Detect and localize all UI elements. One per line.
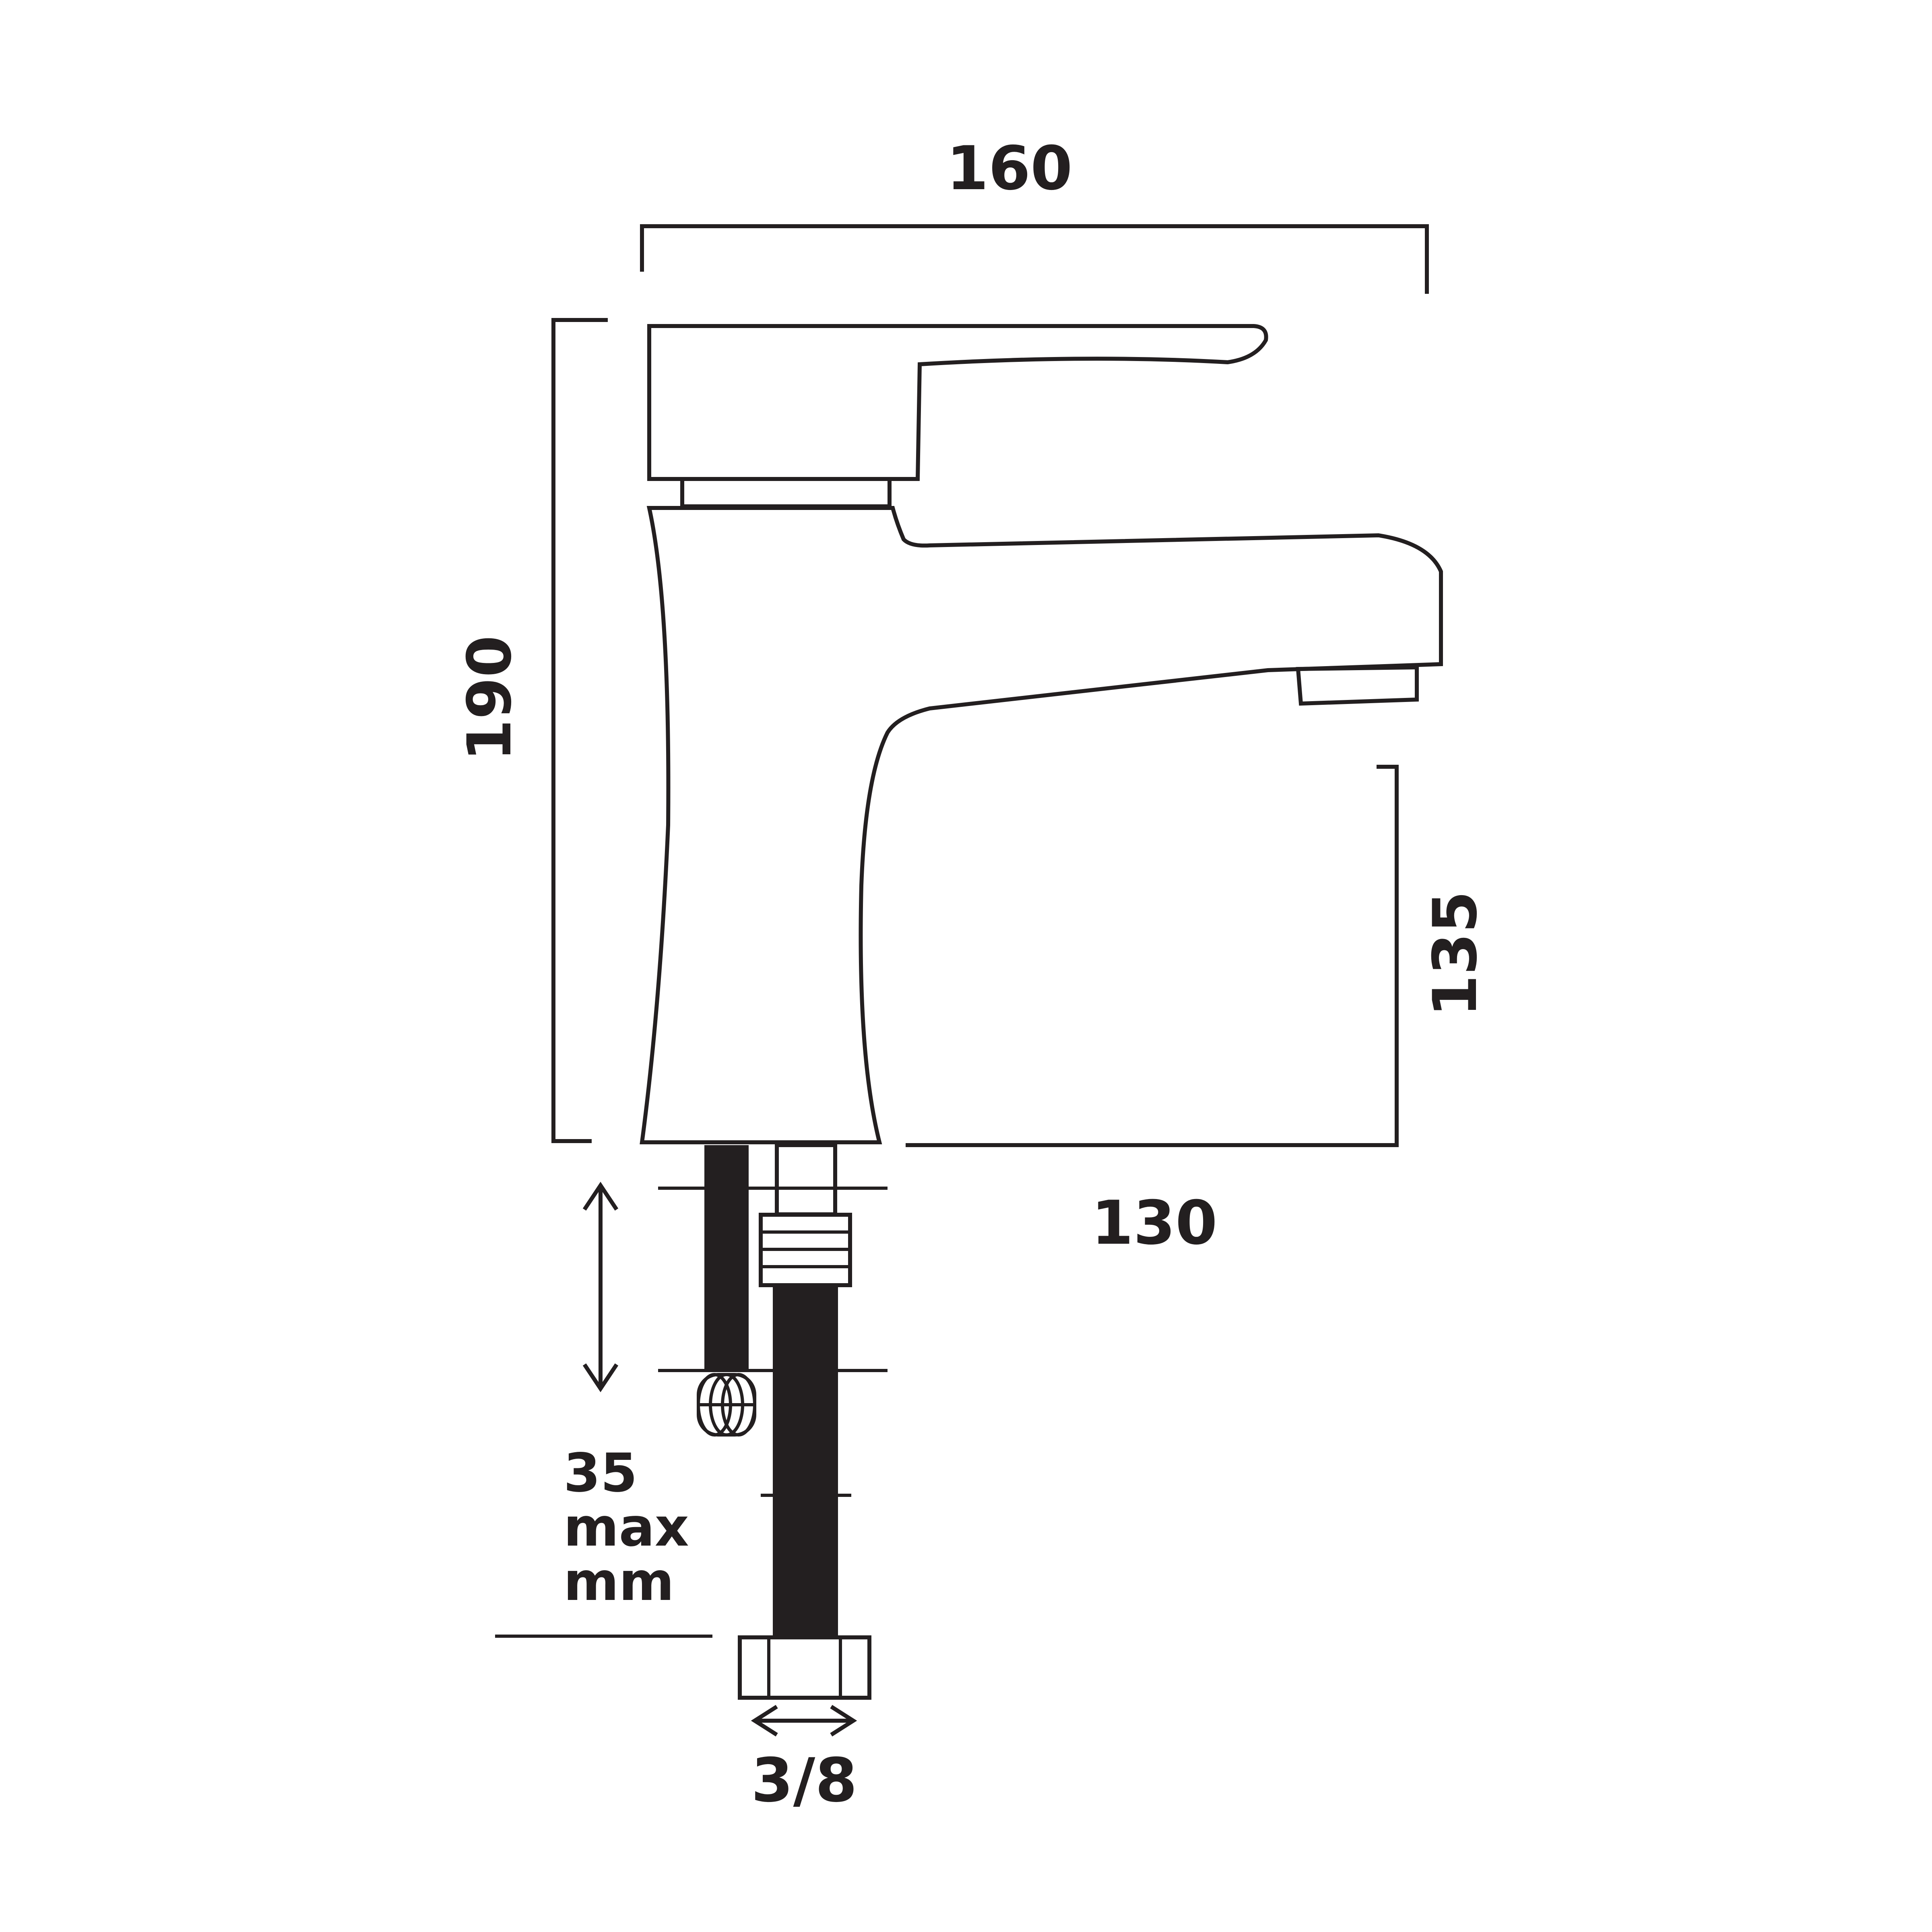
spout-reach-label: 130 (1091, 1188, 1217, 1258)
threaded-rod (697, 1145, 756, 1437)
hose-stub (775, 1143, 837, 1216)
threaded-rod-shaft (704, 1145, 749, 1371)
aerator (1296, 665, 1419, 706)
thickness-arrow: 35 max mm (564, 1181, 689, 1613)
height-dimension-label: 190 (455, 635, 525, 761)
connection-arrow-head-right (830, 1705, 857, 1737)
cartridge-collar (680, 479, 892, 508)
lever-handle (647, 324, 1268, 481)
connection-arrow-head-left (751, 1705, 778, 1737)
width-dimension-bracket (640, 224, 1429, 294)
width-dimension-label: 160 (946, 134, 1072, 204)
height-dimension-bracket (551, 318, 608, 1143)
mounting-nut (697, 1373, 756, 1437)
spout-dimension: 135 130 (906, 765, 1490, 1258)
thickness-arrow-head-top (582, 1181, 619, 1211)
hose-nut (738, 1635, 871, 1700)
hose-tube (773, 1286, 838, 1636)
width-dimension: 160 (640, 134, 1429, 294)
thickness-arrow-head-bottom (582, 1363, 619, 1393)
hose-ferrule (759, 1213, 852, 1287)
max-thickness-unit-line2: mm (564, 1551, 674, 1613)
supply-hose (738, 1143, 871, 1700)
connection-arrow: 3/8 (751, 1705, 857, 1816)
height-dimension: 190 (455, 318, 608, 1143)
connection-size-label: 3/8 (751, 1746, 857, 1816)
countertop-lines (495, 1187, 888, 1638)
faucet-body (640, 506, 1443, 1144)
spout-dimension-bracket (906, 765, 1399, 1147)
spout-height-label: 135 (1420, 891, 1490, 1017)
max-thickness-value: 35 (564, 1442, 638, 1504)
max-thickness-unit-line1: max (564, 1496, 689, 1558)
